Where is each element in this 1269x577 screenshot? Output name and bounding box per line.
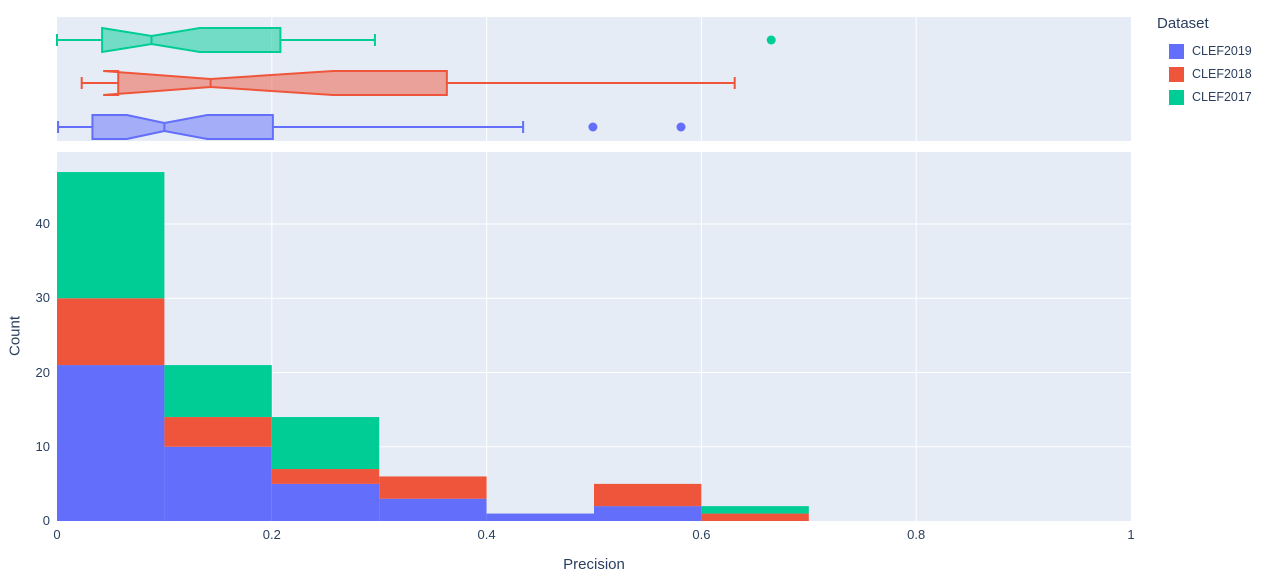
legend-item-clef2019[interactable]: CLEF2019 — [1157, 40, 1252, 63]
hist-bar-clef2019-bin1[interactable] — [57, 365, 165, 521]
y-tick-label-40: 40 — [35, 216, 50, 232]
legend-item-label: CLEF2017 — [1192, 90, 1252, 104]
x-tick-label-0.2: 0.2 — [262, 527, 281, 542]
hist-bar-clef2017-bin2[interactable] — [164, 365, 272, 418]
legend-item-clef2017[interactable]: CLEF2017 — [1157, 86, 1252, 109]
x-tick-label-0: 0 — [53, 527, 61, 542]
hist-bar-clef2017-bin7[interactable] — [701, 506, 809, 514]
legend-swatch-icon — [1169, 90, 1184, 105]
x-tick-label-1: 1 — [1127, 527, 1135, 542]
legend-items: CLEF2019 CLEF2018 CLEF2017 — [1157, 40, 1252, 109]
y-tick-label-30: 30 — [35, 290, 50, 306]
legend-item-label: CLEF2019 — [1192, 44, 1252, 58]
hist-bar-clef2019-bin6[interactable] — [594, 506, 702, 521]
legend-item-label: CLEF2018 — [1192, 67, 1252, 81]
hist-bar-clef2019-bin2[interactable] — [164, 446, 272, 521]
hist-bar-clef2019-bin4[interactable] — [379, 498, 487, 521]
box-outlier-clef2017[interactable] — [766, 35, 776, 45]
hist-bar-clef2019-bin3[interactable] — [271, 483, 380, 521]
hist-bar-clef2018-bin3[interactable] — [271, 469, 380, 484]
legend-swatch-icon — [1169, 44, 1184, 59]
hist-bar-clef2018-bin7[interactable] — [701, 513, 809, 521]
hist-bar-clef2018-bin1[interactable] — [57, 298, 165, 366]
x-tick-label-0.4: 0.4 — [477, 527, 496, 542]
x-axis-title: Precision — [563, 556, 625, 573]
y-axis-title: Count — [6, 315, 24, 357]
hist-bar-clef2018-bin6[interactable] — [594, 483, 702, 507]
box-clef2019[interactable] — [91, 114, 274, 140]
box-outlier-clef2019[interactable] — [588, 122, 598, 132]
hist-bar-clef2019-bin5[interactable] — [486, 513, 594, 521]
legend-swatch-icon — [1169, 67, 1184, 82]
box-clef2018[interactable] — [103, 70, 448, 96]
box-clef2017[interactable] — [101, 26, 282, 54]
y-tick-label-20: 20 — [35, 364, 50, 380]
hist-bar-clef2017-bin1[interactable] — [57, 172, 165, 299]
legend: Dataset CLEF2019 CLEF2018 CLEF2017 — [1157, 15, 1252, 109]
hist-bar-clef2017-bin3[interactable] — [271, 417, 380, 470]
legend-item-clef2018[interactable]: CLEF2018 — [1157, 63, 1252, 86]
legend-title: Dataset — [1157, 15, 1209, 32]
x-tick-label-0.8: 0.8 — [907, 527, 926, 542]
hist-bar-clef2018-bin2[interactable] — [164, 417, 272, 447]
box-outlier-clef2019[interactable] — [676, 122, 686, 132]
hist-bar-clef2018-bin4[interactable] — [379, 476, 487, 499]
x-tick-label-0.6: 0.6 — [692, 527, 711, 542]
y-tick-label-0: 0 — [42, 513, 50, 528]
y-tick-label-10: 10 — [35, 438, 50, 454]
